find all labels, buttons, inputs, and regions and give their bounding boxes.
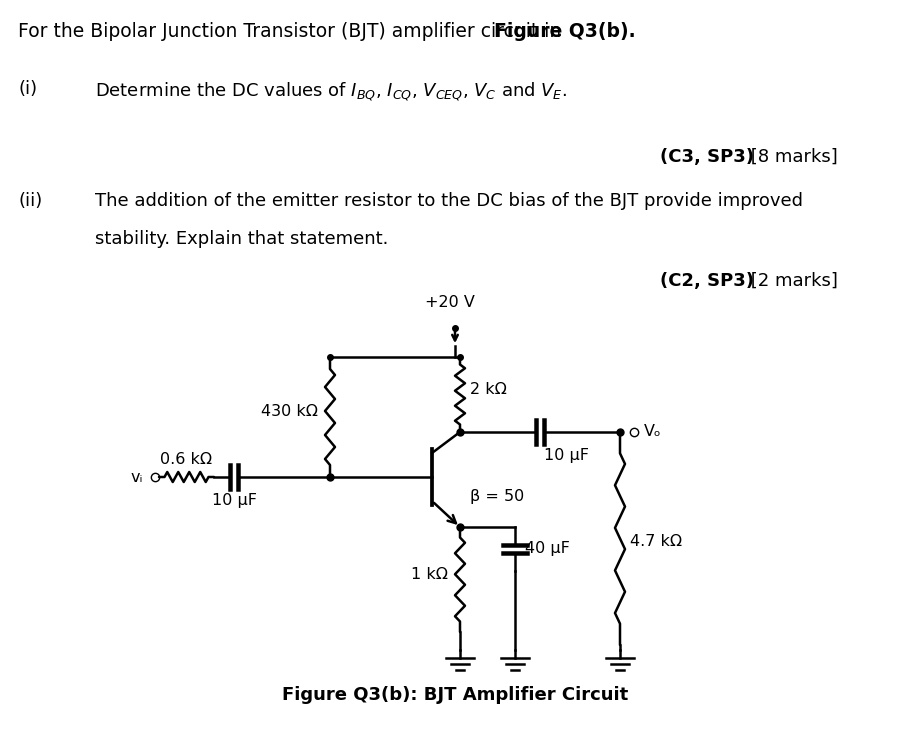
Text: 10 μF: 10 μF <box>544 448 589 463</box>
Text: β = 50: β = 50 <box>470 490 524 505</box>
Text: stability. Explain that statement.: stability. Explain that statement. <box>95 230 389 248</box>
Text: Vₒ: Vₒ <box>644 424 662 439</box>
Text: 1 kΩ: 1 kΩ <box>411 567 448 582</box>
Text: [2 marks]: [2 marks] <box>745 272 838 290</box>
Text: (ii): (ii) <box>18 192 42 210</box>
Text: (C2, SP3): (C2, SP3) <box>660 272 754 290</box>
Text: Determine the DC values of $I_{BQ}$, $I_{CQ}$, $V_{CEQ}$, $V_C$ and $V_E$.: Determine the DC values of $I_{BQ}$, $I_… <box>95 80 567 102</box>
Text: (i): (i) <box>18 80 37 98</box>
Text: [8 marks]: [8 marks] <box>745 148 838 166</box>
Text: 4.7 kΩ: 4.7 kΩ <box>630 533 682 548</box>
Text: 2 kΩ: 2 kΩ <box>470 382 507 397</box>
Text: The addition of the emitter resistor to the DC bias of the BJT provide improved: The addition of the emitter resistor to … <box>95 192 803 210</box>
Text: 10 μF: 10 μF <box>211 493 257 508</box>
Text: 40 μF: 40 μF <box>525 542 570 556</box>
Text: vᵢ: vᵢ <box>130 470 143 485</box>
Text: Figure Q3(b): BJT Amplifier Circuit: Figure Q3(b): BJT Amplifier Circuit <box>282 686 628 704</box>
Text: 430 kΩ: 430 kΩ <box>261 404 318 419</box>
Text: 0.6 kΩ: 0.6 kΩ <box>160 452 213 467</box>
Text: Figure Q3(b).: Figure Q3(b). <box>493 22 635 41</box>
Text: (C3, SP3): (C3, SP3) <box>660 148 754 166</box>
Text: For the Bipolar Junction Transistor (BJT) amplifier circuit in: For the Bipolar Junction Transistor (BJT… <box>18 22 567 41</box>
Text: +20 V: +20 V <box>425 295 475 310</box>
